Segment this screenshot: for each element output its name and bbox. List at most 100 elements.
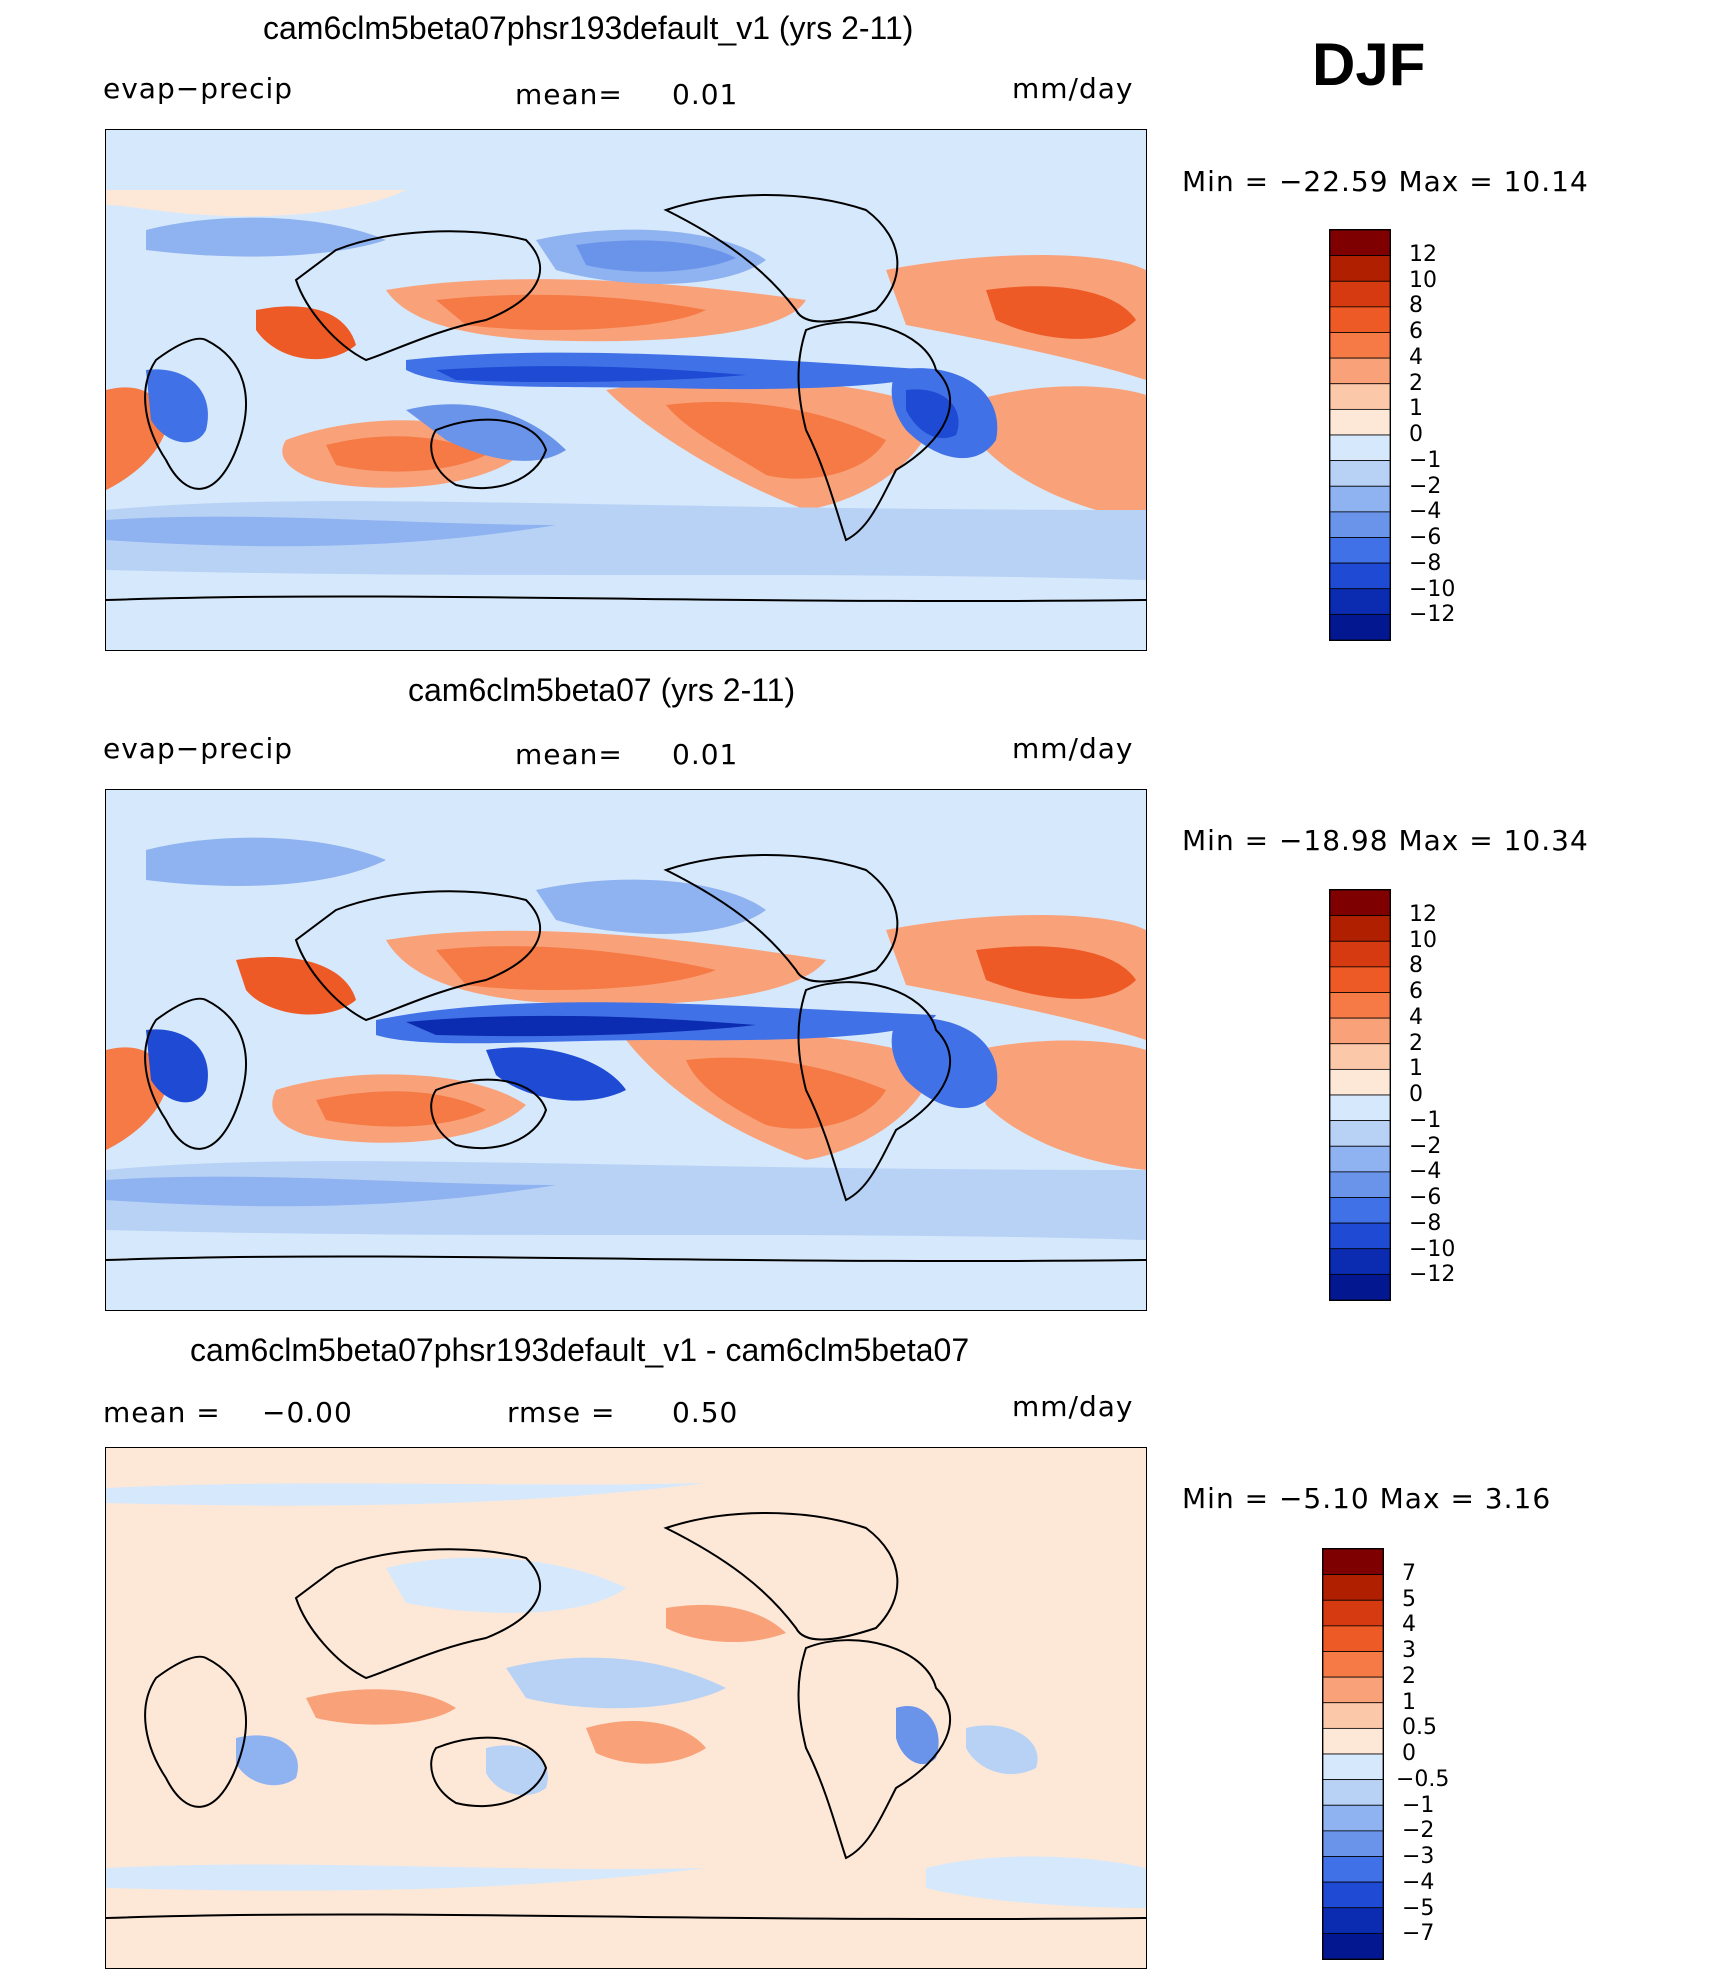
colorbar-swatch: [1330, 332, 1390, 359]
colorbar-swatch: [1330, 485, 1390, 513]
colorbar-swatch: [1330, 1068, 1390, 1096]
colorbar-swatch: [1330, 1248, 1390, 1275]
colorbar-swatch: [1330, 383, 1390, 410]
colorbar-tick-label: −1: [1409, 1107, 1442, 1133]
colorbar-swatch: [1323, 1599, 1383, 1627]
panel-3-colorbar: 7 5 4 3 2 1 0.5 0 −0.5 −1 −2 −3 −4 −5 −7: [1322, 1548, 1522, 1960]
colorbar-tick-label: 0: [1402, 1741, 1416, 1766]
panel-1-mean-value: 0.01: [672, 78, 739, 111]
colorbar-swatch: [1323, 1856, 1383, 1883]
colorbar-tick-label: 6: [1409, 979, 1423, 1004]
panel-1-variable-label: evap−precip: [103, 72, 294, 105]
colorbar-tick-label: −12: [1409, 1262, 1456, 1288]
panel-1-colorbar: 12 10 8 6 4 2 1 0 −1 −2 −4 −6 −8 −10 −12: [1329, 229, 1529, 641]
colorbar-tick-label: 3: [1402, 1638, 1416, 1663]
season-label: DJF: [1312, 31, 1426, 98]
panel-2-colorbar: 12 10 8 6 4 2 1 0 −1 −2 −4 −6 −8 −10 −12: [1329, 889, 1529, 1301]
colorbar-swatch: [1330, 940, 1390, 968]
colorbar-tick-label: −12: [1409, 602, 1456, 628]
colorbar-tick-label: −0.5: [1396, 1766, 1450, 1792]
panel-3-map: [105, 1447, 1147, 1969]
colorbar-tick-label: 1: [1402, 1689, 1416, 1715]
colorbar-swatch: [1330, 588, 1390, 615]
colorbar-tick-label: 8: [1409, 293, 1423, 319]
colorbar-tick-label: −4: [1402, 1869, 1435, 1895]
panel-1-mean-label: mean=: [515, 78, 623, 111]
colorbar-swatch: [1330, 1145, 1390, 1173]
panel-2-colorbar-swatches: [1330, 890, 1390, 1300]
colorbar-tick-label: −2: [1409, 1133, 1442, 1159]
colorbar-swatch: [1330, 1094, 1390, 1122]
colorbar-tick-label: −4: [1409, 1159, 1442, 1185]
colorbar-tick-label: 12: [1409, 241, 1437, 267]
colorbar-swatch: [1323, 1702, 1383, 1729]
colorbar-tick-label: 4: [1409, 1004, 1423, 1030]
colorbar-tick-label: −10: [1409, 576, 1456, 602]
colorbar-tick-label: −8: [1409, 1210, 1442, 1236]
colorbar-tick-label: 1: [1409, 396, 1423, 422]
colorbar-swatch: [1330, 434, 1390, 462]
colorbar-tick-label: 0: [1409, 1082, 1423, 1107]
colorbar-swatch: [1323, 1625, 1383, 1652]
colorbar-swatch: [1330, 562, 1390, 590]
colorbar-tick-label: 4: [1409, 344, 1423, 370]
colorbar-tick-label: −1: [1402, 1792, 1435, 1818]
panel-3-colorbar-swatches: [1323, 1549, 1383, 1959]
colorbar-swatch: [1330, 1120, 1390, 1147]
panel-1-units: mm/day: [1012, 72, 1134, 105]
colorbar-swatch: [1330, 890, 1390, 917]
panel-1-minmax: Min = −22.59 Max = 10.14: [1182, 165, 1589, 198]
colorbar-tick-label: 6: [1409, 319, 1423, 344]
panel-1-colorbar-box: [1329, 229, 1391, 641]
colorbar-swatch: [1330, 1197, 1390, 1224]
panel-1-map-field: [106, 130, 1146, 650]
colorbar-swatch: [1330, 306, 1390, 333]
panel-1-map: [105, 129, 1147, 651]
colorbar-tick-label: 2: [1409, 370, 1423, 396]
colorbar-swatch: [1323, 1753, 1383, 1781]
panel-3-mean-label: mean =: [103, 1396, 221, 1429]
colorbar-swatch: [1330, 357, 1390, 385]
panel-3-colorbar-box: [1322, 1548, 1384, 1960]
colorbar-tick-label: 0.5: [1402, 1715, 1437, 1741]
colorbar-swatch: [1330, 408, 1390, 436]
panel-3-map-field: [106, 1448, 1146, 1968]
colorbar-tick-label: 1: [1409, 1056, 1423, 1082]
colorbar-swatch: [1330, 460, 1390, 487]
colorbar-swatch: [1330, 992, 1390, 1019]
colorbar-swatch: [1323, 1676, 1383, 1704]
colorbar-tick-label: 10: [1409, 927, 1437, 953]
colorbar-tick-label: −3: [1402, 1844, 1435, 1869]
colorbar-swatch: [1330, 613, 1390, 640]
panel-3-mean-value: −0.00: [262, 1396, 353, 1429]
panel-3-title: cam6clm5beta07phsr193default_v1 - cam6cl…: [190, 1332, 970, 1368]
colorbar-tick-label: 8: [1409, 953, 1423, 979]
colorbar-swatch: [1330, 1043, 1390, 1070]
colorbar-swatch: [1330, 966, 1390, 993]
colorbar-tick-label: 0: [1409, 422, 1423, 447]
colorbar-tick-label: −10: [1409, 1236, 1456, 1262]
colorbar-tick-label: −8: [1409, 550, 1442, 576]
colorbar-tick-label: −2: [1402, 1818, 1435, 1844]
colorbar-tick-label: 7: [1402, 1560, 1416, 1586]
colorbar-tick-label: −6: [1409, 525, 1442, 550]
panel-3-units: mm/day: [1012, 1390, 1134, 1423]
panel-2-units: mm/day: [1012, 732, 1134, 765]
colorbar-tick-label: 2: [1409, 1030, 1423, 1056]
colorbar-swatch: [1323, 1830, 1383, 1857]
colorbar-swatch: [1330, 280, 1390, 308]
colorbar-swatch: [1323, 1804, 1383, 1832]
colorbar-tick-label: −4: [1409, 499, 1442, 525]
colorbar-swatch: [1330, 1273, 1390, 1300]
colorbar-swatch: [1323, 1727, 1383, 1755]
colorbar-swatch: [1323, 1651, 1383, 1678]
panel-2-map: [105, 789, 1147, 1311]
panel-2-mean-value: 0.01: [672, 738, 739, 771]
panel-1-colorbar-swatches: [1330, 230, 1390, 640]
colorbar-tick-label: 10: [1409, 267, 1437, 293]
colorbar-tick-label: 12: [1409, 901, 1437, 927]
colorbar-tick-label: 5: [1402, 1586, 1416, 1612]
panel-2-minmax: Min = −18.98 Max = 10.34: [1182, 824, 1589, 857]
colorbar-swatch: [1330, 230, 1390, 257]
colorbar-swatch: [1330, 1017, 1390, 1045]
